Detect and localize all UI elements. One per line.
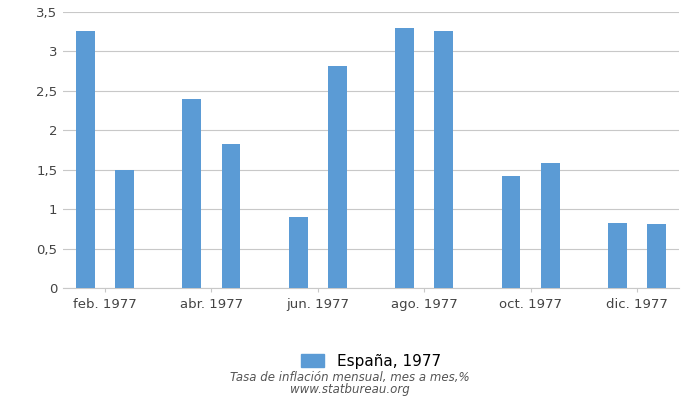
Bar xyxy=(221,144,240,288)
Bar xyxy=(183,99,201,288)
Bar xyxy=(502,176,521,288)
Bar xyxy=(608,223,627,288)
Bar xyxy=(435,31,453,288)
Bar xyxy=(395,28,414,288)
Legend: España, 1977: España, 1977 xyxy=(302,354,440,369)
Bar xyxy=(115,170,134,288)
Bar xyxy=(541,164,559,288)
Text: Tasa de inflación mensual, mes a mes,%: Tasa de inflación mensual, mes a mes,% xyxy=(230,372,470,384)
Bar xyxy=(328,66,346,288)
Bar xyxy=(289,217,307,288)
Text: www.statbureau.org: www.statbureau.org xyxy=(290,384,410,396)
Bar xyxy=(648,224,666,288)
Bar xyxy=(76,31,94,288)
